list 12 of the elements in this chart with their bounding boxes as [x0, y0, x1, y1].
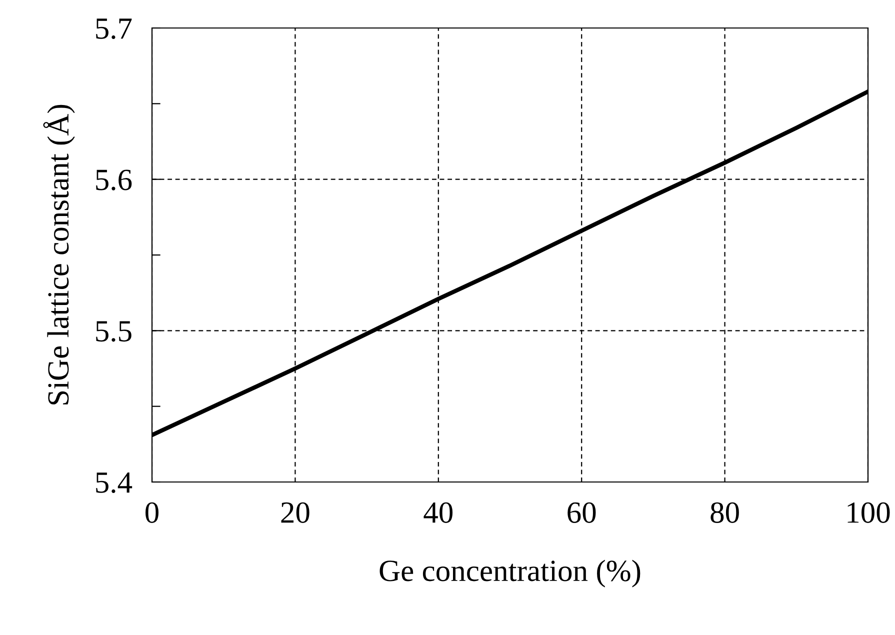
- x-tick-label: 20: [281, 502, 310, 523]
- x-tick-label: 40: [424, 502, 453, 523]
- y-tick-label: 5.6: [96, 170, 132, 190]
- y-axis-title: SiGe lattice constant (Å): [43, 104, 75, 404]
- x-tick-label: 80: [710, 502, 739, 523]
- x-tick-label: 60: [568, 502, 596, 523]
- y-tick-label: 5.7: [96, 18, 132, 40]
- y-tick-label: 5.4: [96, 472, 132, 494]
- x-tick-label: 100: [848, 502, 890, 523]
- y-tick-label: 5.5: [96, 321, 132, 342]
- x-tick-label: 0: [146, 502, 158, 523]
- x-axis-title: Ge concentration (%): [380, 560, 640, 588]
